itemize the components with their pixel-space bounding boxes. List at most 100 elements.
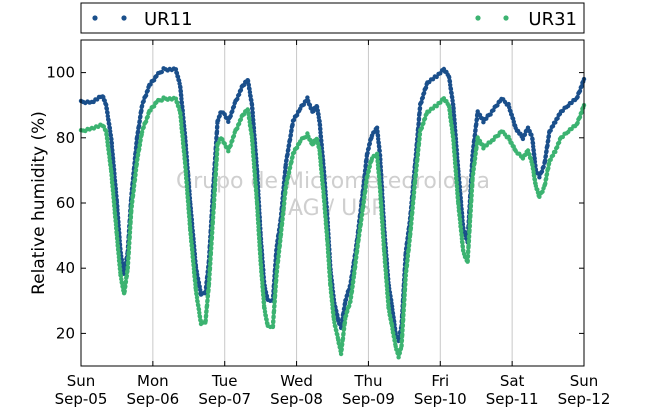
data-point [383,268,388,273]
data-point [453,172,459,177]
data-point [255,209,260,214]
data-point [104,106,110,112]
data-point [204,302,210,308]
data-point [284,157,289,163]
data-point [185,187,190,193]
data-point [416,121,421,126]
series-layer [78,66,587,360]
data-point [228,113,233,119]
data-point [178,89,183,94]
data-point [206,287,211,293]
data-point [388,317,394,322]
data-point [263,313,268,318]
data-point [108,133,114,138]
y-tick-label: 100 [46,64,75,82]
data-point [107,155,112,160]
data-point [192,274,197,280]
data-point [123,284,128,289]
data-point [139,108,144,113]
data-point [410,205,415,210]
data-point [407,238,412,243]
data-point [575,94,580,100]
x-tick-label-date: Sep-08 [270,390,323,408]
data-point [341,326,347,331]
data-point [377,148,382,154]
data-point [259,270,264,275]
data-point [252,169,257,175]
data-point [318,159,323,164]
data-point [257,239,262,245]
data-point [261,296,266,301]
data-point [178,111,183,116]
data-point [455,187,460,193]
data-point [399,338,405,343]
data-point [270,323,276,328]
data-point [530,137,535,142]
data-point [261,293,266,298]
data-point [217,113,222,119]
data-point [422,116,428,121]
data-point [191,266,197,272]
data-point [357,227,363,233]
data-point [366,146,371,151]
data-point [257,236,262,242]
data-point [471,171,476,176]
data-point [532,156,537,161]
data-point [212,186,218,191]
data-point [245,78,251,84]
data-point [258,262,264,268]
data-point [287,165,293,170]
data-point [391,334,397,340]
data-point [397,350,402,356]
data-point [260,289,266,294]
data-point [214,135,219,140]
data-point [207,276,212,281]
data-point [450,95,455,100]
data-point [194,295,200,300]
data-point [362,194,367,199]
data-point [109,137,114,142]
data-point [382,260,388,265]
data-point [376,170,381,176]
data-point [110,148,115,153]
data-point [451,106,456,111]
data-point [365,173,370,178]
data-point [143,93,149,98]
data-point [414,167,419,172]
data-point [399,342,404,348]
data-point [379,205,384,210]
y-tick-label: 80 [56,129,75,147]
data-point [279,221,285,226]
data-point [543,181,548,186]
data-point [245,108,251,113]
legend: UR11 UR31 [92,9,577,30]
data-point [546,166,551,171]
data-point [260,285,265,290]
data-point [134,140,139,145]
data-point [457,209,462,214]
data-point [184,180,189,185]
data-point [404,262,410,268]
data-point [251,121,256,127]
x-tick-label-day: Fri [431,372,449,390]
data-point [126,249,131,255]
data-point [128,225,133,230]
data-point [274,273,279,278]
data-point [318,130,323,135]
data-point [458,220,463,226]
data-point [406,247,411,252]
data-point [262,306,267,311]
data-point [213,166,219,172]
data-point [246,82,251,88]
data-point [250,106,255,112]
x-tick-label-date: Sep-05 [55,390,108,408]
data-point [421,90,427,96]
data-point [455,191,460,197]
data-point [319,174,325,180]
data-point [186,211,192,216]
data-point [315,137,320,142]
data-point [179,96,184,101]
y-axis: 20 40 60 80 100 [46,64,584,342]
data-point [256,228,261,234]
data-point [122,288,127,294]
